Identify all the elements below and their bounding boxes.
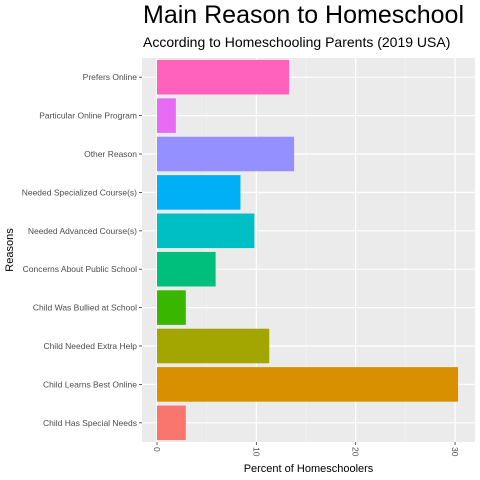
- y-tick-label: Child Was Bullied at School: [33, 303, 137, 313]
- y-tick-label: Particular Online Program: [39, 111, 137, 121]
- y-tick-label: Child Has Special Needs: [43, 418, 137, 428]
- y-tick-label: Concerns About Public School: [23, 264, 137, 274]
- y-tick-label: Prefers Online: [83, 72, 138, 82]
- bar: [157, 175, 241, 210]
- y-axis-ticks: Child Has Special Needs Child Learns Best…: [22, 72, 142, 428]
- y-tick-label: Other Reason: [84, 149, 137, 159]
- x-axis-ticks: 0 10 20 30: [152, 442, 460, 457]
- bar: [157, 136, 295, 172]
- x-tick-label: 20: [351, 447, 361, 457]
- y-tick-label: Child Needed Extra Help: [43, 341, 137, 351]
- bar: [157, 367, 459, 402]
- bar: [157, 405, 186, 441]
- bar: [157, 213, 255, 249]
- x-tick-label: 10: [251, 447, 261, 457]
- bar: [157, 328, 270, 364]
- y-axis-title: Reasons: [4, 228, 16, 272]
- x-axis-title: Percent of Homeschoolers: [244, 463, 374, 475]
- y-tick-label: Needed Specialized Course(s): [22, 187, 137, 197]
- bar: [157, 251, 216, 287]
- bars: [157, 59, 459, 441]
- x-tick-label: 0: [152, 447, 162, 452]
- x-tick-label: 30: [450, 447, 460, 457]
- y-tick-label: Child Learns Best Online: [43, 379, 137, 389]
- y-tick-label: Needed Advanced Course(s): [28, 226, 137, 236]
- chart-title: Main Reason to Homeschool: [143, 1, 464, 29]
- bar: [157, 59, 290, 95]
- chart-subtitle: According to Homeschooling Parents (2019…: [143, 34, 451, 50]
- bar: [157, 290, 186, 325]
- bar: [157, 98, 176, 133]
